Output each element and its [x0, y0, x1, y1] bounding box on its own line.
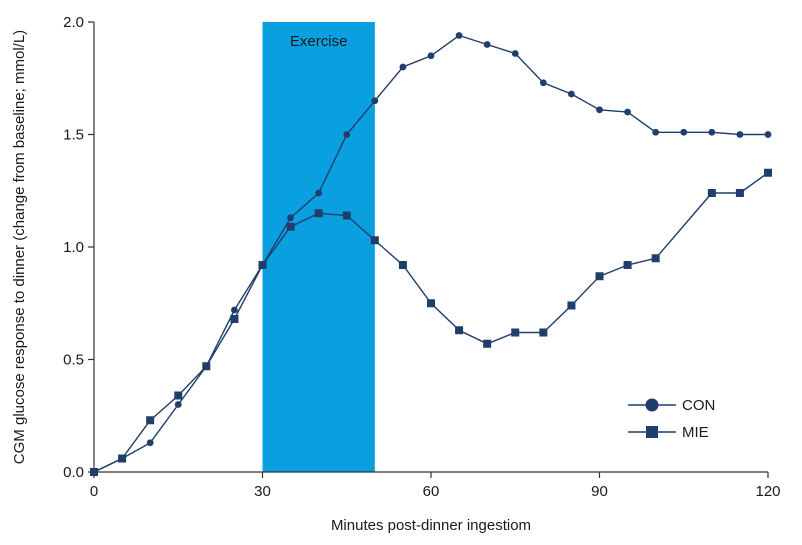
axes: 0.0 0.5 1.0 1.5 2.0 0 30 60 90 120: [63, 14, 780, 500]
series-mie-point: [595, 272, 604, 281]
x-axis-title: Minutes post-dinner ingestiom: [331, 517, 531, 534]
series-mie-point: [146, 416, 155, 425]
x-tick-label: 60: [423, 483, 440, 500]
series-con-point: [371, 97, 379, 105]
series-mie-point: [286, 222, 295, 231]
series-con-point: [343, 131, 351, 138]
legend-con-marker: [645, 398, 659, 412]
series-con-point: [708, 128, 716, 136]
legend-mie-label: MIE: [682, 424, 709, 441]
series-con-point: [427, 52, 435, 60]
exercise-band: [262, 22, 375, 472]
series-mie-point: [90, 468, 98, 476]
series-mie-point: [370, 236, 379, 245]
series-mie: [90, 168, 772, 476]
x-tick-label: 120: [755, 483, 780, 500]
series-con-point: [455, 32, 463, 39]
y-axis-title: CGM glucose response to dinner (change f…: [11, 30, 28, 464]
highlight-band-layer: Exercise: [262, 22, 375, 472]
x-tick-label: 90: [591, 483, 608, 500]
series-mie-point: [483, 339, 492, 348]
series-mie-point: [651, 254, 660, 263]
y-tick-label: 1.5: [63, 127, 84, 144]
series-mie-line: [93, 172, 769, 473]
y-tick-label: 0.5: [63, 352, 84, 369]
series-con-line: [93, 34, 768, 473]
series-con-point: [174, 401, 182, 408]
y-tick-label: 2.0: [63, 14, 84, 31]
series-mie-point: [735, 189, 744, 197]
series-con: [90, 32, 772, 476]
series-con-point: [736, 131, 744, 138]
series-layer: [90, 32, 772, 476]
series-mie-point: [230, 315, 239, 323]
series-con-point: [680, 128, 688, 136]
series-con-point: [287, 214, 294, 222]
series-con-point: [764, 131, 772, 138]
series-mie-point: [174, 391, 183, 400]
series-con-point: [539, 79, 547, 87]
series-mie-point: [511, 328, 520, 337]
series-con-point: [568, 90, 575, 98]
series-con-point: [399, 63, 407, 71]
series-con-point: [315, 189, 323, 197]
series-mie-point: [202, 362, 211, 371]
series-mie-point: [342, 211, 351, 220]
series-mie-point: [427, 299, 435, 308]
series-con-point: [624, 108, 631, 116]
legend: CON MIE: [628, 397, 715, 441]
y-tick-label: 1.0: [63, 239, 84, 256]
series-mie-point: [707, 189, 716, 197]
legend-mie-marker: [646, 426, 658, 438]
series-mie-point: [539, 328, 548, 337]
series-mie-point: [764, 168, 772, 177]
series-con-point: [483, 41, 491, 48]
series-mie-point: [118, 454, 127, 463]
y-tick-label: 0.0: [63, 464, 84, 481]
series-mie-point: [314, 209, 323, 218]
series-mie-point: [455, 326, 464, 335]
series-mie-point: [567, 301, 576, 310]
series-con-point: [231, 306, 238, 314]
x-tick-label: 30: [254, 483, 271, 500]
x-tick-label: 0: [90, 483, 98, 500]
series-con-point: [146, 439, 154, 447]
legend-con-label: CON: [682, 397, 715, 414]
series-con-point: [511, 50, 519, 57]
series-mie-point: [623, 261, 632, 269]
series-con-point: [652, 128, 660, 136]
exercise-band-label: Exercise: [290, 33, 348, 50]
series-mie-point: [398, 261, 407, 269]
series-con-point: [596, 106, 603, 114]
series-mie-point: [258, 261, 267, 269]
